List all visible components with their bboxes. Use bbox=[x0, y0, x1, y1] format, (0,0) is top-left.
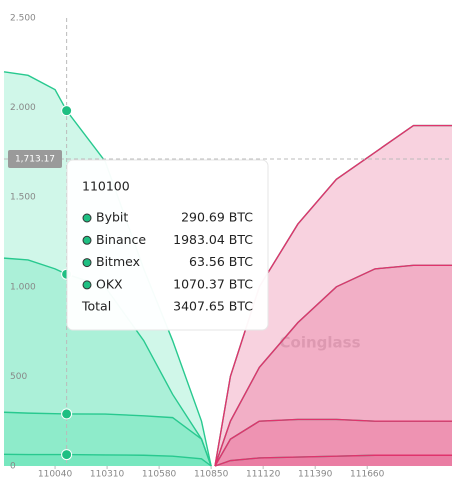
x-tick-label: 110850 bbox=[194, 470, 229, 480]
depth-area bbox=[214, 125, 452, 467]
tooltip-value: 290.69 BTC bbox=[181, 210, 253, 225]
y-tick-label: 2.500 bbox=[10, 14, 36, 24]
x-tick-label: 110040 bbox=[38, 470, 73, 480]
crosshair-dot bbox=[61, 408, 73, 420]
tooltip-name: Bybit bbox=[96, 210, 128, 225]
legend-dot bbox=[82, 235, 92, 245]
tooltip-value: 1070.37 BTC bbox=[173, 276, 253, 291]
crosshair-dot bbox=[61, 449, 73, 461]
crosshair-label: 1,713.17 bbox=[15, 154, 55, 164]
depth-area bbox=[214, 419, 452, 466]
legend-dot bbox=[82, 258, 92, 268]
tooltip-value: 63.56 BTC bbox=[189, 254, 253, 269]
depth-area bbox=[4, 454, 212, 466]
x-tick-label: 110310 bbox=[90, 470, 125, 480]
tooltip-name: OKX bbox=[96, 276, 123, 291]
watermark: Coinglass bbox=[280, 334, 361, 352]
y-tick-label: 1.500 bbox=[10, 193, 36, 203]
y-tick-label: 1.000 bbox=[10, 282, 36, 292]
ask-line-overlay bbox=[214, 418, 452, 467]
x-tick-label: 110580 bbox=[142, 470, 177, 480]
ask-line-overlay bbox=[214, 264, 452, 467]
tooltip-box bbox=[66, 159, 269, 331]
crosshair-label-bg bbox=[8, 149, 62, 168]
tooltip: 110100 Bybit 290.69 BTC Binance 1983.04 BTC B… bbox=[66, 159, 269, 331]
y-tick-label: 0 bbox=[10, 462, 16, 472]
tooltip-name: Binance bbox=[96, 232, 146, 247]
legend-dot bbox=[82, 280, 92, 290]
tooltip-name: Bitmex bbox=[96, 254, 140, 269]
y-tick-label: 500 bbox=[10, 372, 27, 382]
depth-area bbox=[4, 412, 212, 466]
tooltip-title: 110100 bbox=[82, 179, 130, 194]
ask-line-overlay bbox=[214, 454, 452, 467]
y-tick-label: 2.000 bbox=[10, 103, 36, 113]
depth-area bbox=[214, 265, 452, 466]
x-tick-label: 111120 bbox=[246, 470, 281, 480]
ask-line-overlay bbox=[214, 124, 452, 467]
tooltip-value: 1983.04 BTC bbox=[173, 232, 253, 247]
crosshair-dot bbox=[61, 105, 73, 117]
tooltip-total-label: Total bbox=[81, 299, 111, 314]
legend-dot bbox=[82, 213, 92, 223]
x-tick-label: 111390 bbox=[298, 470, 333, 480]
x-tick-label: 111660 bbox=[350, 470, 385, 480]
tooltip-total: 3407.65 BTC bbox=[173, 299, 253, 314]
